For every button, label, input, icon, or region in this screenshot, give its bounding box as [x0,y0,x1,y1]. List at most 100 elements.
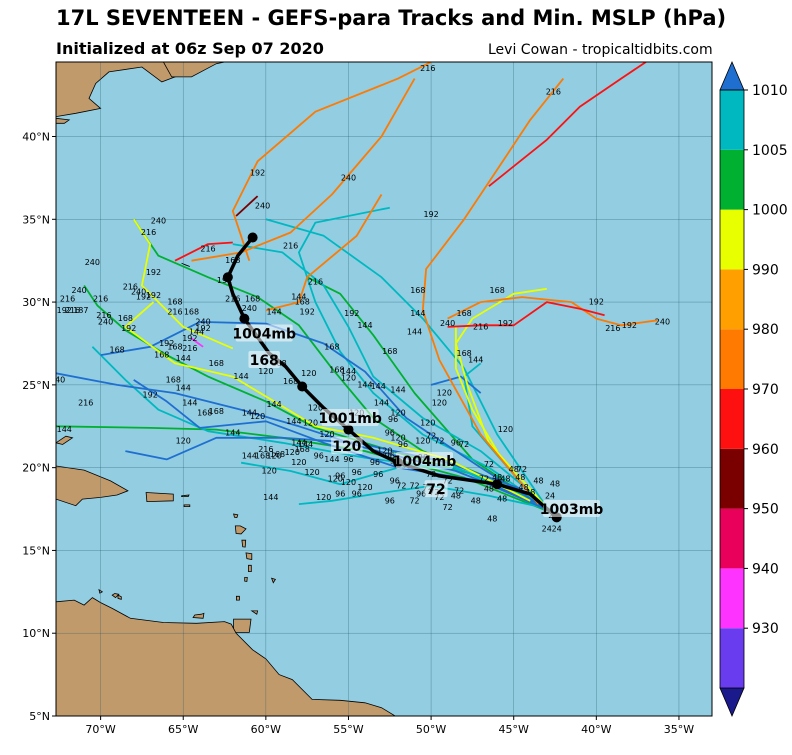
colorbar-segment [720,508,744,569]
lat-tick-label: 30°N [22,296,50,309]
hour-label: 144 [176,384,191,393]
ocean-background [56,62,712,716]
hour-label: 144 [324,455,339,464]
colorbar-level-label: 930 [752,621,779,637]
ensemble-track [447,296,658,327]
lon-tick-label: 40°W [581,723,611,736]
land-masses [56,62,415,716]
hour-label: 120 [301,369,316,378]
hour-label: 144 [407,327,422,336]
colorbar-segment [720,389,744,449]
ensemble-track [235,195,259,217]
ensemble-track [190,337,204,348]
ensemble-track [265,218,548,508]
land-shape [111,593,120,599]
land-shape [56,435,74,445]
hour-label: 48 [484,485,494,494]
lon-tick-label: 50°W [416,723,446,736]
mean-label-text: 72 [426,482,445,498]
hour-label: 120 [176,437,191,446]
colorbar-level-label: 990 [752,262,779,278]
map-frame [55,61,713,717]
chart-title: 17L SEVENTEEN - GEFS-para Tracks and Min… [56,6,727,30]
hour-label: 168 [255,452,270,461]
hour-label: 168 [245,294,260,303]
hour-label: 96 [373,470,383,479]
ensemble-track [174,241,233,262]
hour-label: 216 [78,399,93,408]
hour-label: 72 [409,481,419,490]
hour-label: 216 [123,283,138,292]
hour-label: 48 [471,496,481,505]
hour-label: 72 [426,470,436,479]
mean-label-text: 1001mb [318,411,382,427]
hour-label: 144 [341,367,356,376]
hour-label: 48 [519,483,529,492]
mean-track-marker [343,424,354,435]
colorbar-segment [720,448,744,509]
hour-label: 168 [118,314,133,323]
hour-label: 120 [291,458,306,467]
hour-label: 192 [136,293,151,302]
hour-label: 144 [57,425,72,434]
hour-label: 216 [60,294,75,303]
land-shape [248,564,252,572]
hour-label: 72 [479,475,489,484]
hour-label: 216 [167,308,182,317]
hour-label: 192 [182,334,197,343]
hour-label: 120 [390,433,405,442]
hour-label: 168 [324,342,339,351]
axis-ticks: 70°W 65°W 60°W 55°W 50°W 45°W 40°W 35°W 40°N 35°N… [22,131,694,736]
hour-label: 48 [492,473,502,482]
hour-label: 168 [270,450,285,459]
mean-label-text: 1004mb [232,327,296,343]
hour-label: 144 [225,428,240,437]
hour-label: 72 [434,437,444,446]
lat-tick-label: 10°N [22,627,50,640]
land-shape [162,62,227,78]
hour-label: 168 [167,342,182,351]
hour-label: 192 [195,324,210,333]
lat-tick-label: 25°N [22,379,50,392]
hour-label: 240 [255,202,270,211]
hour-label: 144 [266,400,281,409]
hour-label: 96 [352,468,362,477]
hour-label: 72 [396,481,406,490]
colorbar-level-label: 980 [752,322,779,338]
hour-label: 144 [242,409,257,418]
hour-label: 192 [143,390,158,399]
hour-label: 216 [182,344,197,353]
hour-label: 168 [225,256,240,265]
hour-label: 240 [151,216,166,225]
colorbar-level-label: 1000 [752,203,788,219]
hour-label: 168 [490,286,505,295]
ensemble-track [100,320,548,510]
hour-label: 192 [57,306,72,315]
hour-label: 96 [314,452,324,461]
mean-track-marker [492,479,503,490]
hour-label: 192 [159,339,174,348]
hour-label: 24 [552,524,562,533]
colorbar-level-label: 970 [752,382,779,398]
land-shape [56,117,71,124]
hour-label: 168 [209,407,224,416]
hour-label: 96 [385,452,395,461]
hour-label: 240 [131,288,146,297]
mean-track-marker [297,381,308,392]
hour-label: 96 [451,438,461,447]
hour-label: 144 [390,385,405,394]
colorbar-segment [720,90,744,150]
hour-label: 120 [303,418,318,427]
hour-label: 120 [304,468,319,477]
hour-label: 96 [352,490,362,499]
hour-label: 96 [335,490,345,499]
mean-label-box [321,408,379,426]
hour-label: 216 [283,241,298,250]
hour-label: 120 [258,367,273,376]
lon-tick-label: 70°W [85,723,115,736]
hour-label: 192 [498,319,513,328]
hour-label: 240 [440,319,455,328]
land-shape [270,577,277,584]
hour-label: 168 [295,445,310,454]
lon-tick-label: 45°W [499,723,529,736]
